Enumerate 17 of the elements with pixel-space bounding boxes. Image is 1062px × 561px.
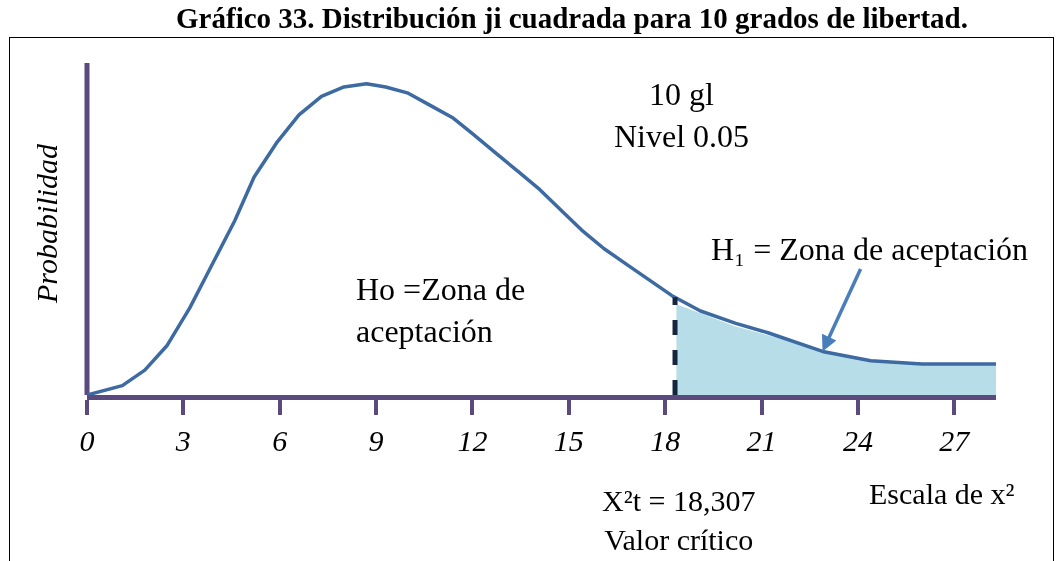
x-tick-label: 9 (368, 424, 384, 457)
x-tick-label: 3 (174, 424, 191, 457)
text: X²t = 18,307 Valor crítico (602, 484, 756, 556)
x-tick-label: 15 (553, 424, 584, 457)
annotation: Ho =Zona de aceptación (356, 271, 526, 349)
y-axis-title: Probabilidad (30, 143, 63, 304)
x-tick-label: 21 (746, 424, 777, 457)
x-tick-label: 6 (272, 424, 288, 457)
annotation: 10 gl Nivel 0.05 (614, 76, 750, 154)
x-axis-title: Escala de x² (869, 477, 1015, 510)
x-tick-label: 18 (650, 424, 681, 457)
x-tick-label: 0 (79, 424, 95, 457)
x-tick-label: 24 (842, 424, 873, 457)
chart-title: Gráfico 33. Distribución ji cuadrada para 10 grados de libertad. (176, 2, 968, 35)
annotation: H₁ = Zona de aceptación (711, 231, 1029, 267)
x-tick-label: 12 (457, 424, 488, 457)
x-tick-label: 27 (939, 424, 972, 457)
